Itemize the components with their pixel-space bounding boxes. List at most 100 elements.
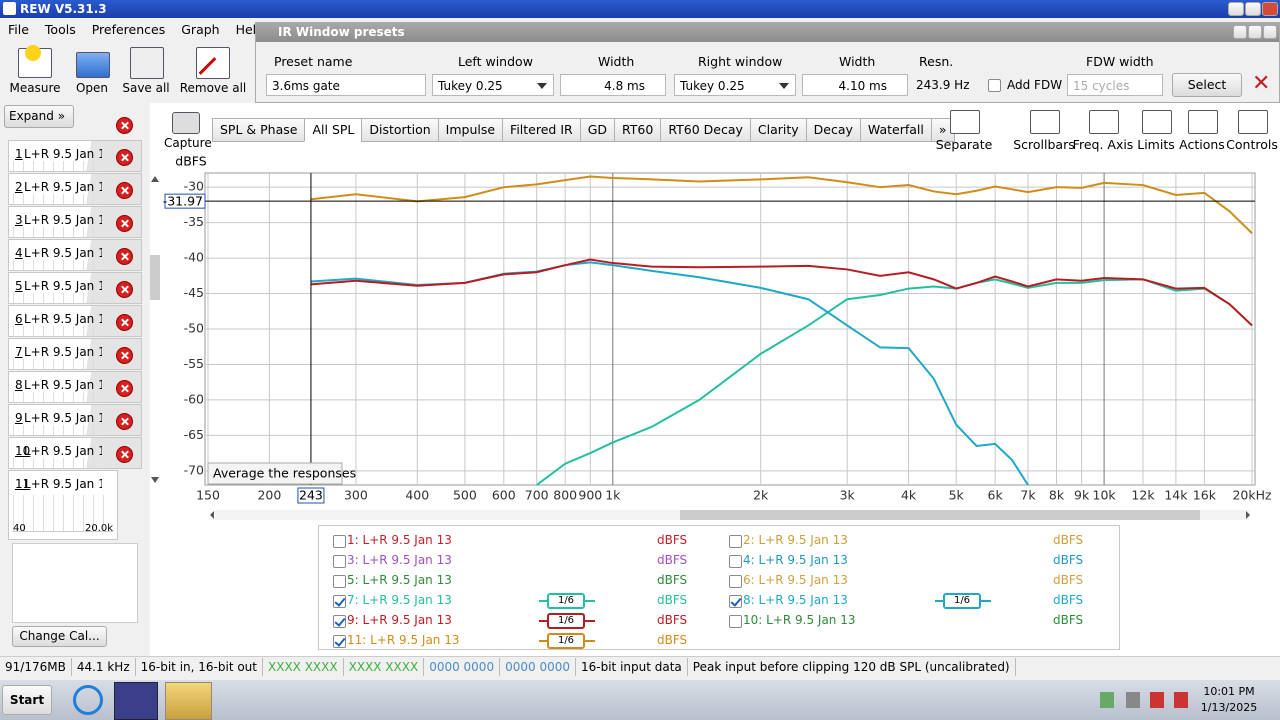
remove-button[interactable] (116, 182, 133, 199)
folder-icon[interactable] (165, 682, 212, 720)
legend-checkbox[interactable] (333, 635, 346, 648)
legend-name[interactable]: 6: L+R 9.5 Jan 13 (743, 573, 848, 587)
legend-name[interactable]: 11: L+R 9.5 Jan 13 (347, 633, 460, 647)
legend-smoothing[interactable]: 1/6 (943, 593, 981, 609)
graph-tab[interactable]: Impulse (437, 118, 503, 142)
remove-button[interactable] (116, 314, 133, 331)
restore[interactable] (1245, 2, 1261, 16)
measurement-number[interactable]: 8 (15, 378, 23, 392)
remove-button[interactable] (116, 446, 133, 463)
right-width-field[interactable]: 4.10 ms (802, 74, 908, 96)
remove-button[interactable] (116, 117, 133, 134)
measurement-number[interactable]: 11 (15, 477, 31, 491)
legend-smoothing[interactable]: 1/6 (547, 593, 585, 609)
remove-button[interactable] (116, 248, 133, 265)
tool-label[interactable]: Scrollbars (1013, 137, 1075, 152)
add-fdw-label[interactable]: Add FDW (1007, 78, 1063, 92)
change-cal-button[interactable]: Change Cal... (12, 626, 107, 647)
left-window-combo[interactable]: Tukey 0.25 (432, 74, 554, 96)
notes-box[interactable] (12, 543, 138, 623)
close[interactable] (1263, 25, 1277, 39)
add-fdw-checkbox[interactable] (988, 79, 1001, 92)
toolbar-label[interactable]: Save all (122, 81, 170, 95)
menu-item[interactable]: Tools (44, 21, 76, 37)
legend-checkbox[interactable] (333, 555, 346, 568)
close[interactable] (1262, 2, 1278, 16)
measurement-number[interactable]: 10 (15, 444, 31, 458)
menu-item[interactable]: File (8, 21, 29, 37)
minimize[interactable] (1233, 25, 1247, 39)
measurement-item[interactable]: 11L+R 9.5 Jan 13 40 20.0k (8, 470, 118, 540)
menu-item[interactable]: Preferences (91, 21, 166, 37)
toolbar-label[interactable]: Remove all (179, 81, 247, 95)
legend-name[interactable]: 4: L+R 9.5 Jan 13 (743, 553, 848, 567)
measurement-number[interactable]: 4 (15, 246, 23, 260)
graph-tab[interactable]: All SPL (304, 118, 362, 142)
ie-icon[interactable] (73, 685, 103, 715)
measurement-name[interactable]: L+R 9.5 Jan 13 (24, 378, 102, 392)
tool-label[interactable]: Freq. Axis (1072, 137, 1134, 152)
remove-button[interactable] (116, 149, 133, 166)
remove-button[interactable] (116, 215, 133, 232)
measurement-number[interactable]: 9 (15, 411, 23, 425)
legend-name[interactable]: 7: L+R 9.5 Jan 13 (347, 593, 452, 607)
legend-checkbox[interactable] (333, 575, 346, 588)
measurement-number[interactable]: 2 (15, 180, 23, 194)
capture-label[interactable]: Capture (164, 136, 212, 150)
fdw-width-field[interactable]: 15 cycles (1067, 74, 1163, 96)
menu-item[interactable]: Graph (181, 21, 220, 37)
toolbar-label[interactable]: Measure (9, 81, 61, 95)
graph-tab[interactable]: GD (579, 118, 615, 142)
v-scroll-thumb[interactable] (150, 255, 160, 300)
legend-name[interactable]: 2: L+R 9.5 Jan 13 (743, 533, 848, 547)
open-icon[interactable] (76, 52, 110, 78)
graph-tab[interactable]: RT60 (614, 118, 661, 142)
measurement-name[interactable]: L+R 9.5 Jan 13 (24, 477, 102, 491)
v-scroll-arrows[interactable] (151, 176, 159, 483)
toolbar-label[interactable]: Open (75, 81, 109, 95)
graph-tab[interactable]: Waterfall (859, 118, 931, 142)
legend-checkbox[interactable] (729, 575, 742, 588)
close-presets[interactable]: ✕ (1252, 71, 1271, 96)
measurement-name[interactable]: L+R 9.5 Jan 13 (24, 180, 102, 194)
tool-icon[interactable] (1030, 110, 1060, 134)
tool-icon[interactable] (950, 110, 980, 134)
legend-checkbox[interactable] (729, 535, 742, 548)
tool-label[interactable]: Actions (1179, 137, 1225, 152)
select-button[interactable]: Select (1172, 73, 1242, 97)
remove-button[interactable] (116, 281, 133, 298)
measurement-name[interactable]: L+R 9.5 Jan 13 (24, 213, 102, 227)
tool-label[interactable]: Separate (935, 137, 993, 152)
tool-icon[interactable] (1238, 110, 1268, 134)
graph-tab[interactable]: Distortion (361, 118, 438, 142)
legend-name[interactable]: 1: L+R 9.5 Jan 13 (347, 533, 452, 547)
graph-tab[interactable]: Decay (805, 118, 860, 142)
legend-checkbox[interactable] (333, 595, 346, 608)
tray-icons[interactable] (1100, 692, 1190, 708)
legend-checkbox[interactable] (729, 615, 742, 628)
graph-tab[interactable]: SPL & Phase (212, 118, 305, 142)
expand-button[interactable]: Expand » (4, 105, 74, 128)
start-button[interactable]: Start (2, 685, 52, 715)
legend-name[interactable]: 3: L+R 9.5 Jan 13 (347, 553, 452, 567)
graph-tab[interactable]: RT60 Decay (660, 118, 750, 142)
remove-all-icon[interactable] (196, 47, 230, 79)
measurement-name[interactable]: L+R 9.5 Jan 13 (24, 246, 102, 260)
rew-icon[interactable] (114, 682, 158, 720)
tray-time[interactable]: 10:01 PM (1203, 685, 1255, 698)
tool-icon[interactable] (1142, 110, 1172, 134)
restore[interactable] (1248, 25, 1262, 39)
graph-tab[interactable]: Clarity (749, 118, 806, 142)
measurement-name[interactable]: L+R 9.5 Jan 13 (24, 411, 102, 425)
legend-name[interactable]: 10: L+R 9.5 Jan 13 (743, 613, 856, 627)
measurement-name[interactable]: L+R 9.5 Jan 13 (24, 345, 102, 359)
remove-button[interactable] (116, 413, 133, 430)
measure-icon[interactable] (18, 45, 52, 78)
tool-label[interactable]: Controls (1226, 137, 1278, 152)
expand-label[interactable]: Expand (9, 109, 54, 123)
measurement-number[interactable]: 3 (15, 213, 23, 227)
legend-smoothing[interactable]: 1/6 (547, 633, 585, 649)
measurement-number[interactable]: 7 (15, 345, 23, 359)
legend-name[interactable]: 8: L+R 9.5 Jan 13 (743, 593, 848, 607)
h-scroll-thumb[interactable] (680, 510, 1200, 520)
